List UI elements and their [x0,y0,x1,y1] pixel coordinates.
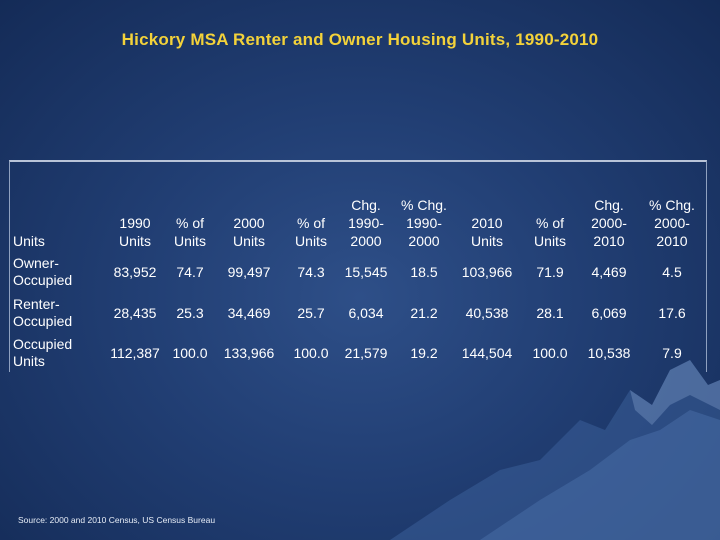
table-cell: 40,538 [465,305,509,321]
table-cell: 4,469 [591,264,627,280]
table-row: Occupied Units 112,387 100.0 133,966 100… [10,334,706,372]
column-header: % of Units [174,215,206,249]
column-header: Chg. 2000-2010 [591,197,627,249]
table-cell: 83,952 [113,264,157,280]
row-label: Occupied Units [13,336,73,369]
table-cell: 6,034 [348,305,384,321]
column-header: Chg. 1990-2000 [348,197,384,249]
table-cell: 144,504 [461,345,513,361]
table-cell: 7.9 [662,345,682,361]
table-cell: 19.2 [410,345,438,361]
column-header: 2000 Units [233,215,265,249]
table-cell: 25.3 [176,305,204,321]
mountain-background-graphic [390,360,720,540]
table-cell: 6,069 [591,305,627,321]
table-cell: 15,545 [344,264,388,280]
table-cell: 100.0 [172,345,208,361]
table-cell: 28.1 [536,305,564,321]
column-header: 2010 Units [471,215,503,249]
table-cell: 28,435 [113,305,157,321]
table-cell: 18.5 [410,264,438,280]
table-cell: 74.3 [297,264,325,280]
table-cell: 34,469 [227,305,271,321]
table-cell: 4.5 [662,264,682,280]
housing-units-table: Units 1990 Units % of Units 2000 Units %… [9,160,707,372]
table-cell: 10,538 [587,345,631,361]
table-cell: 74.7 [176,264,204,280]
table-row: Renter-Occupied 28,435 25.3 34,469 25.7 … [10,292,706,334]
row-label: Renter-Occupied [13,296,73,329]
table-cell: 112,387 [110,345,160,361]
table-cell: 17.6 [658,305,686,321]
table-cell: 100.0 [532,345,568,361]
source-note: Source: 2000 and 2010 Census, US Census … [18,515,216,525]
table-cell: 100.0 [293,345,329,361]
table-cell: 21,579 [344,345,388,361]
table-header-row: Units 1990 Units % of Units 2000 Units %… [10,162,706,252]
table-cell: 103,966 [461,264,513,280]
table-cell: 99,497 [227,264,271,280]
slide-title: Hickory MSA Renter and Owner Housing Uni… [121,30,599,49]
column-header: Units [13,233,45,249]
table-cell: 133,966 [223,345,275,361]
column-header: 1990 Units [119,215,151,249]
table-row: Owner-Occupied 83,952 74.7 99,497 74.3 1… [10,252,706,292]
column-header: % Chg. 1990-2000 [401,197,447,249]
column-header: % Chg. 2000-2010 [649,197,695,249]
column-header: % of Units [295,215,327,249]
row-label: Owner-Occupied [13,255,73,288]
table-cell: 21.2 [410,305,438,321]
table-cell: 71.9 [536,264,564,280]
column-header: % of Units [534,215,566,249]
table-cell: 25.7 [297,305,325,321]
